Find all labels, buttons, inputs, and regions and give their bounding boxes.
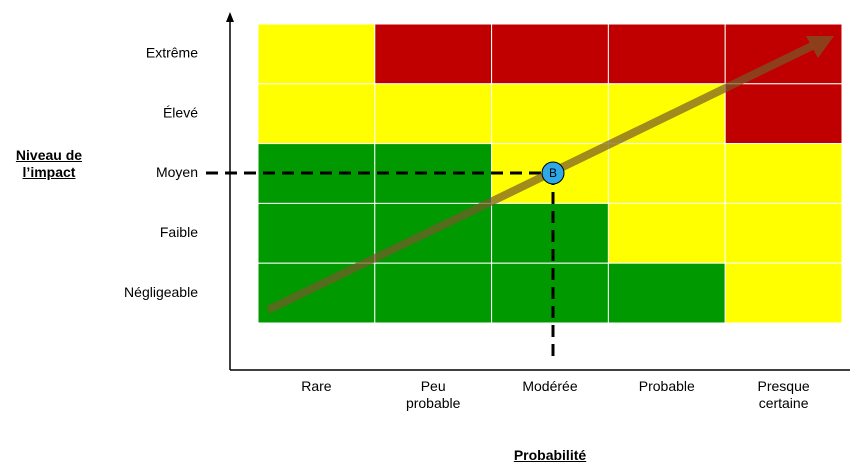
risk-cell — [724, 202, 843, 264]
risk-cell — [724, 262, 843, 324]
y-label: Négligeable — [124, 284, 198, 300]
x-label: Presque certaine — [757, 378, 810, 411]
x-label: Rare — [301, 378, 332, 394]
risk-cell — [374, 262, 493, 324]
risk-cell — [374, 83, 493, 145]
risk-cell — [257, 262, 376, 324]
y-axis-arrow — [226, 12, 234, 22]
risk-cell — [724, 83, 843, 145]
risk-cell — [724, 23, 843, 85]
cells — [257, 23, 843, 324]
risk-cell — [607, 202, 726, 264]
trend-arrow-head — [806, 36, 834, 58]
risk-cell — [491, 262, 609, 324]
risk-cell — [491, 23, 609, 85]
y-label: Élevé — [163, 104, 198, 120]
marker — [541, 161, 565, 185]
risk-cell — [607, 143, 726, 204]
y-label: Extrême — [146, 45, 198, 61]
x-label: Modérée — [522, 378, 578, 394]
risk-cell — [257, 23, 376, 85]
risk-cell — [374, 23, 493, 85]
x-label: Probable — [638, 378, 695, 394]
marker-label: B — [549, 166, 557, 180]
risk-cell — [257, 83, 376, 145]
risk-cell — [607, 262, 726, 324]
x-axis-title: Probabilité — [513, 447, 587, 463]
y-label: Moyen — [156, 164, 198, 180]
risk-cell — [257, 202, 376, 264]
trend-arrow — [266, 42, 814, 314]
risk-cell — [491, 83, 609, 145]
y-axis-title: Niveau de l’impact — [15, 147, 83, 180]
y-label: Faible — [160, 224, 198, 240]
risk-cell — [607, 23, 726, 85]
risk-cell — [257, 143, 376, 204]
risk-cell — [724, 143, 843, 204]
risk-cell — [491, 202, 609, 264]
x-label: Peu probable — [405, 378, 461, 411]
